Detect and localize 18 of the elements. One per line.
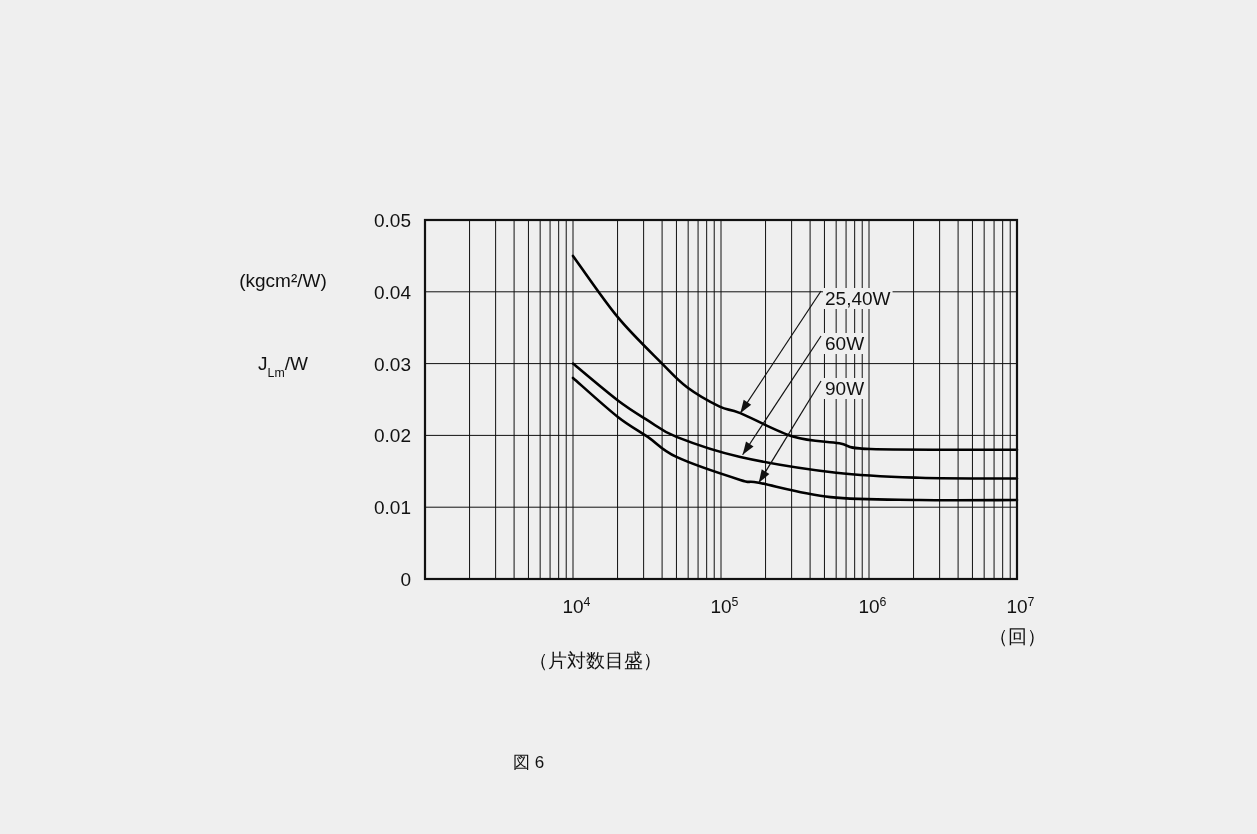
annotation: 25,40W <box>825 288 891 309</box>
y-tick-label: 0.01 <box>374 497 411 519</box>
x-tick-label: 10$^{4}$ <box>562 595 591 617</box>
y-tick-label: 0.05 <box>374 210 411 231</box>
x-tick-label: 10$^{7}$ <box>1006 595 1035 617</box>
annotation: 90W <box>825 378 865 399</box>
text: （回） <box>988 626 1046 647</box>
y-tick-label: 0.03 <box>374 353 411 375</box>
x-tick-label: 10$^{6}$ <box>858 595 887 617</box>
caption: 図 6 <box>513 753 545 772</box>
y-tick-label: 0 <box>400 569 411 590</box>
y-tick-label: 0.02 <box>374 425 411 447</box>
y-tick-label: 0.04 <box>374 281 412 303</box>
y-axis-title: J$_{Lm}$/W <box>258 353 308 380</box>
text: (kgcm²/W) <box>239 270 327 291</box>
annotation: 60W <box>825 333 865 354</box>
x-axis-title: （片対数目盛） <box>528 650 662 671</box>
x-tick-label: 10$^{5}$ <box>710 595 739 617</box>
